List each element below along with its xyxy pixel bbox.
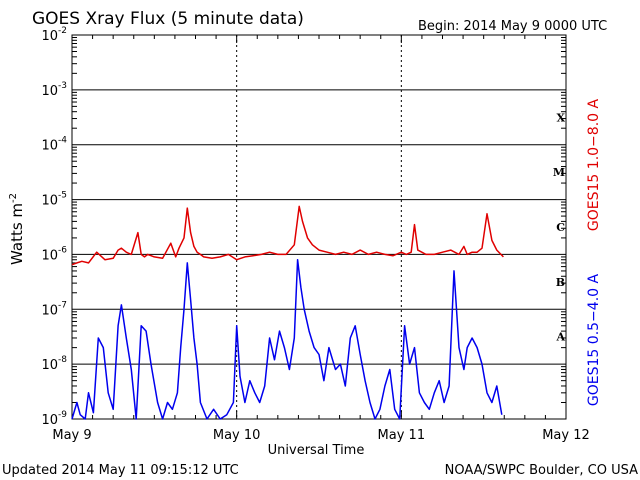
series-lines <box>71 205 504 420</box>
source-credit: NOAA/SWPC Boulder, CO USA <box>445 463 638 478</box>
y-tick-label: 10 <box>41 303 58 318</box>
y-tick-exponent: -3 <box>58 81 67 91</box>
begin-label: Begin: 2014 May 9 0000 UTC <box>418 19 607 34</box>
legend: GOES15 1.0−8.0 A GOES15 0.5−4.0 A <box>586 99 602 407</box>
y-tick-exponent: -2 <box>58 26 67 36</box>
chart-title: GOES Xray Flux (5 minute data) <box>32 9 304 29</box>
legend-label-1: GOES15 0.5−4.0 A <box>586 274 602 407</box>
flare-class-label: A <box>555 331 565 344</box>
y-axis-ticks: 10-910-810-710-610-510-410-310-2 <box>41 26 566 428</box>
y-tick-exponent: -7 <box>58 300 67 310</box>
flare-class-label: X <box>556 111 565 124</box>
x-tick-label: May 11 <box>378 428 426 443</box>
flare-class-label: M <box>553 166 565 179</box>
y-axis-label: Watts m-2 <box>8 193 26 265</box>
x-tick-label: May 12 <box>542 428 590 443</box>
y-tick-label: 10 <box>41 139 58 154</box>
y-tick-exponent: -4 <box>58 136 67 146</box>
legend-label-0: GOES15 1.0−8.0 A <box>586 99 602 232</box>
y-tick-label: 10 <box>41 84 58 99</box>
flare-class-label: B <box>556 276 565 289</box>
series-line-1 <box>71 258 503 420</box>
y-tick-label: 10 <box>41 248 58 263</box>
y-tick-exponent: -5 <box>58 191 67 201</box>
series-line-0 <box>71 205 504 266</box>
x-tick-label: May 10 <box>213 428 261 443</box>
plot-border <box>71 34 567 420</box>
y-tick-label: 10 <box>41 194 58 209</box>
plot-frame <box>71 34 567 420</box>
y-tick-label: 10 <box>41 358 58 373</box>
y-tick-exponent: -6 <box>58 245 67 255</box>
grid-lines <box>72 34 566 420</box>
y-tick-exponent: -8 <box>58 355 67 365</box>
y-tick-label: 10 <box>41 29 58 44</box>
flare-class-labels: A B C M X <box>553 111 566 343</box>
x-tick-label: May 9 <box>52 428 91 443</box>
x-axis-ticks: May 9 May 10 May 11 May 12 <box>52 35 590 443</box>
y-tick-exponent: -9 <box>58 410 67 420</box>
y-tick-label: 10 <box>41 413 58 428</box>
x-axis-label: Universal Time <box>268 443 365 458</box>
flare-class-label: C <box>556 221 565 234</box>
updated-timestamp: Updated 2014 May 11 09:15:12 UTC <box>2 463 239 478</box>
